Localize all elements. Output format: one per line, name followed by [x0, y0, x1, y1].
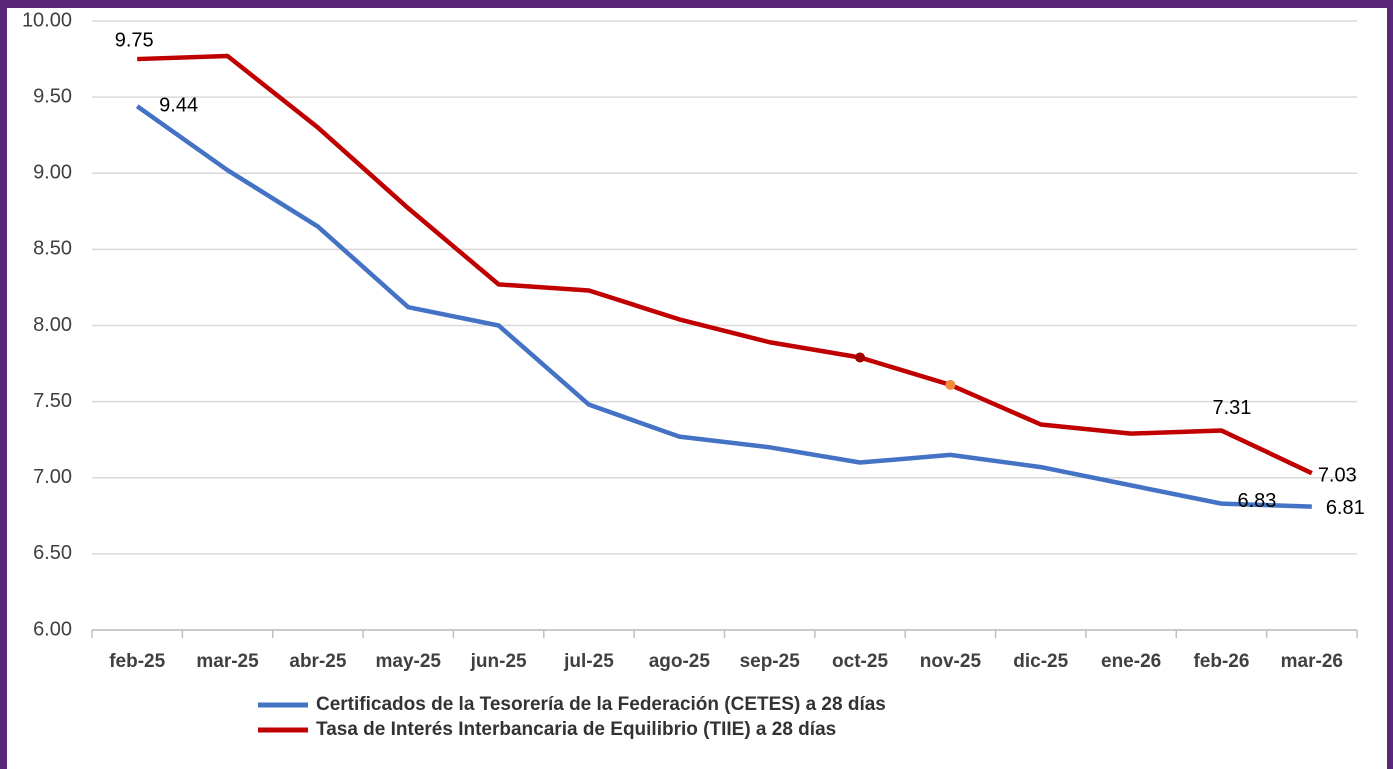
series-line — [135, 104, 1312, 509]
point-marker — [855, 352, 866, 363]
x-tick-label: ago-25 — [649, 651, 711, 672]
series-line — [137, 53, 1313, 476]
x-tick-label: jun-25 — [470, 651, 527, 672]
x-tick-label: abr-25 — [289, 651, 346, 672]
data-label: 6.83 — [1237, 490, 1276, 512]
x-tick-label: dic-25 — [1013, 651, 1068, 672]
x-tick-label: mar-25 — [196, 651, 259, 672]
y-tick-label: 7.00 — [33, 466, 72, 488]
x-tick-label: ene-26 — [1101, 651, 1161, 672]
y-tick-label: 6.00 — [33, 618, 72, 640]
data-label: 7.31 — [1212, 397, 1251, 419]
x-tick-label: feb-26 — [1193, 651, 1249, 672]
y-tick-label: 8.50 — [33, 238, 72, 260]
x-tick-label: sep-25 — [740, 651, 801, 672]
x-tick-label: may-25 — [376, 651, 442, 672]
data-label: 9.44 — [159, 95, 198, 117]
y-tick-label: 9.00 — [33, 162, 72, 184]
x-tick-label: jul-25 — [563, 651, 614, 672]
y-tick-label: 9.50 — [33, 85, 72, 107]
y-tick-label: 6.50 — [33, 542, 72, 564]
x-tick-label: feb-25 — [109, 651, 165, 672]
data-label: 7.03 — [1318, 464, 1357, 486]
point-marker — [945, 379, 956, 390]
x-tick-label: mar-26 — [1281, 651, 1343, 672]
x-tick-label: nov-25 — [920, 651, 982, 672]
legend-label: Certificados de la Tesorería de la Feder… — [316, 694, 886, 715]
y-tick-label: 10.00 — [22, 9, 72, 31]
x-tick-label: oct-25 — [832, 651, 888, 672]
chart-background — [7, 8, 1387, 769]
y-tick-label: 8.00 — [33, 314, 72, 336]
data-label: 9.75 — [115, 29, 154, 51]
y-tick-label: 7.50 — [33, 390, 72, 412]
legend-label: Tasa de Interés Interbancaria de Equilib… — [316, 719, 836, 740]
data-label: 6.81 — [1326, 497, 1365, 519]
